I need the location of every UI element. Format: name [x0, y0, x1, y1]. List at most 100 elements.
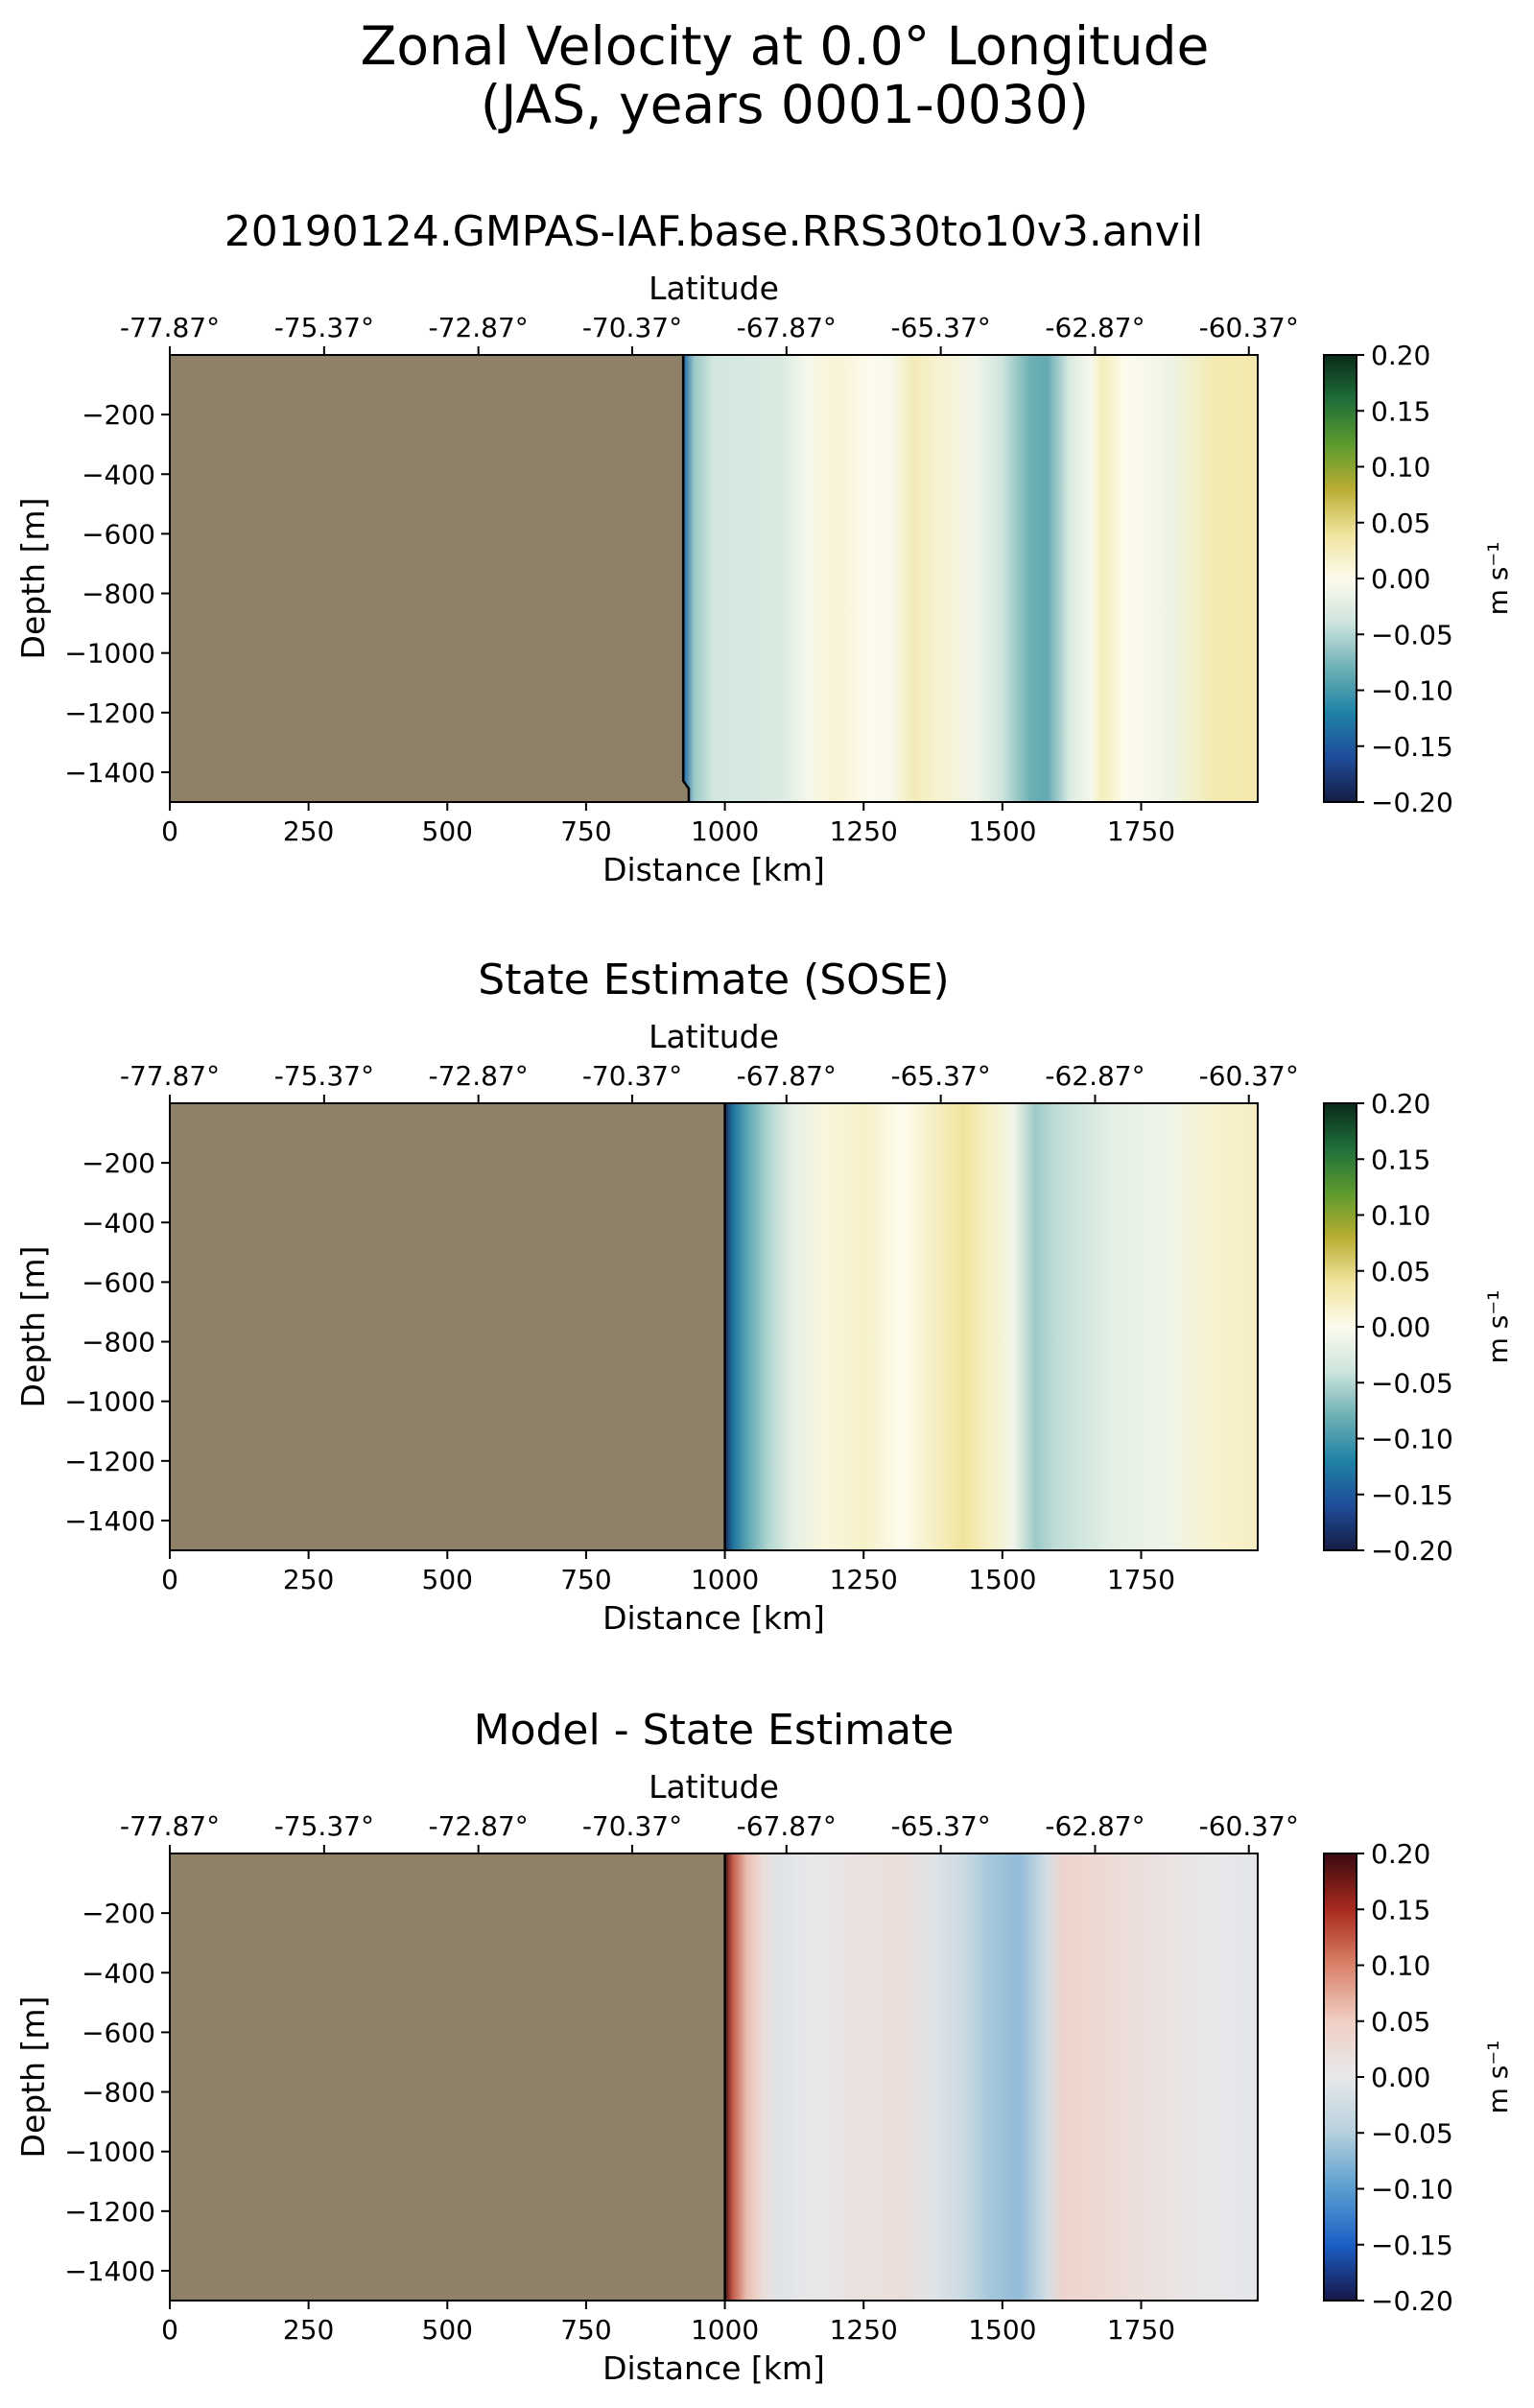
- top-tick-label: -75.37°: [274, 312, 374, 343]
- x-tick-label: 250: [283, 1564, 334, 1595]
- x-tick-label: 250: [283, 2314, 334, 2346]
- top-tick-label: -77.87°: [120, 312, 220, 343]
- figure-subtitle: (JAS, years 0001-0030): [481, 74, 1089, 135]
- top-tick-label: -72.87°: [429, 312, 529, 343]
- colorbar-tick-label: −0.05: [1371, 619, 1453, 650]
- colorbar-tick-label: 0.15: [1371, 1894, 1430, 1925]
- top-tick-label: -62.87°: [1045, 1060, 1145, 1092]
- figure-title: Zonal Velocity at 0.0° Longitude: [361, 15, 1210, 77]
- top-tick-label: -60.37°: [1199, 312, 1299, 343]
- x-tick-label: 1000: [691, 2314, 759, 2346]
- colorbar-tick-label: 0.10: [1371, 1200, 1430, 1232]
- top-tick-label: -65.37°: [891, 1810, 991, 1842]
- top-tick-label: -72.87°: [429, 1060, 529, 1092]
- colorbar-tick-label: 0.00: [1371, 2062, 1430, 2093]
- top-axis-label: Latitude: [649, 1768, 779, 1806]
- colorbar-label: m s⁻¹: [1482, 1290, 1514, 1364]
- colorbar-tick-label: −0.05: [1371, 1367, 1453, 1399]
- colorbar: [1323, 1853, 1357, 2302]
- colorbar-tick-label: 0.00: [1371, 1311, 1430, 1343]
- top-tick-label: -62.87°: [1045, 1810, 1145, 1842]
- y-axis-label: Depth [m]: [14, 1996, 52, 2159]
- colorbar-tick-label: 0.00: [1371, 563, 1430, 595]
- colorbar-tick-label: 0.20: [1371, 1838, 1430, 1870]
- velocity-field: [683, 355, 1258, 802]
- x-tick-label: 1000: [691, 815, 759, 847]
- y-tick-label: −200: [82, 1898, 155, 1929]
- panel-2: State Estimate (SOSE) 0 250 500 750 1000 1250 1…: [14, 956, 1514, 1637]
- land-mask: [170, 1103, 725, 1550]
- x-tick-label: 1250: [830, 2314, 898, 2346]
- top-tick-label: -70.37°: [582, 1060, 682, 1092]
- x-tick-label: 1750: [1107, 1564, 1175, 1595]
- panel-3: Model - State Estimate 0 250 500 750 1000 1250…: [14, 1706, 1514, 2387]
- colorbar-tick-label: −0.20: [1371, 2285, 1453, 2317]
- y-tick-label: −1000: [64, 638, 155, 670]
- y-tick-label: −800: [82, 1327, 155, 1358]
- y-tick-label: −1400: [64, 757, 155, 789]
- top-tick-label: -70.37°: [582, 1810, 682, 1842]
- x-tick-label: 750: [560, 815, 611, 847]
- plot-frame: [169, 1102, 1259, 1551]
- colorbar-tick-label: −0.15: [1371, 1479, 1453, 1511]
- x-tick-label: 500: [422, 815, 473, 847]
- colorbar-tick-label: −0.15: [1371, 2230, 1453, 2261]
- top-tick-label: -62.87°: [1045, 312, 1145, 343]
- velocity-field: [724, 1103, 1258, 1550]
- bathymetry-line: [681, 355, 691, 802]
- y-tick-label: −200: [82, 1147, 155, 1179]
- y-tick-label: −800: [82, 578, 155, 610]
- x-tick-label: 1250: [830, 815, 898, 847]
- x-tick-label: 1500: [968, 1564, 1036, 1595]
- top-axis-label: Latitude: [649, 1018, 779, 1055]
- colorbar-tick-label: 0.20: [1371, 1088, 1430, 1120]
- colorbar-tick-label: −0.15: [1371, 731, 1453, 763]
- x-tick-label: 750: [560, 1564, 611, 1595]
- y-tick-label: −1200: [64, 1446, 155, 1477]
- x-axis-label: Distance [km]: [602, 851, 825, 888]
- colorbar-tick-label: −0.10: [1371, 2174, 1453, 2206]
- x-tick-label: 1500: [968, 2314, 1036, 2346]
- top-tick-label: -77.87°: [120, 1060, 220, 1092]
- y-tick-label: −400: [82, 459, 155, 490]
- colorbar-tick-label: 0.20: [1371, 340, 1430, 371]
- panel-title: Model - State Estimate: [474, 1706, 955, 1755]
- colorbar-tick-label: −0.20: [1371, 787, 1453, 818]
- x-tick-label: 1750: [1107, 815, 1175, 847]
- y-tick-label: −200: [82, 399, 155, 431]
- colorbar-tick-label: 0.15: [1371, 1144, 1430, 1175]
- x-tick-label: 250: [283, 815, 334, 847]
- top-tick-label: -70.37°: [582, 312, 682, 343]
- panels: 20190124.GMPAS-IAF.base.RRS30to10v3.anvi…: [14, 207, 1514, 2387]
- y-axis-label: Depth [m]: [14, 498, 52, 660]
- y-axis-label: Depth [m]: [14, 1246, 52, 1408]
- colorbar-tick-label: 0.05: [1371, 508, 1430, 539]
- panel-title: State Estimate (SOSE): [478, 956, 949, 1004]
- x-tick-label: 0: [161, 2314, 178, 2346]
- y-tick-label: −800: [82, 2077, 155, 2109]
- top-tick-label: -65.37°: [891, 1060, 991, 1092]
- x-tick-label: 500: [422, 2314, 473, 2346]
- y-tick-label: −1000: [64, 2137, 155, 2168]
- colorbar-tick-label: 0.05: [1371, 1256, 1430, 1287]
- top-tick-label: -60.37°: [1199, 1060, 1299, 1092]
- top-axis-label: Latitude: [649, 270, 779, 307]
- y-tick-label: −400: [82, 1957, 155, 1989]
- y-tick-label: −1000: [64, 1386, 155, 1418]
- y-tick-label: −1400: [64, 2255, 155, 2287]
- y-tick-label: −400: [82, 1207, 155, 1239]
- y-tick-label: −1400: [64, 1505, 155, 1537]
- y-tick-label: −600: [82, 2017, 155, 2048]
- colorbar: [1323, 354, 1357, 803]
- panel-1: 20190124.GMPAS-IAF.base.RRS30to10v3.anvi…: [14, 207, 1514, 888]
- x-axis-label: Distance [km]: [602, 2349, 825, 2387]
- y-tick-label: −1200: [64, 2196, 155, 2228]
- plot-frame: [169, 354, 1259, 803]
- velocity-field: [724, 1853, 1258, 2301]
- colorbar-label: m s⁻¹: [1482, 2041, 1514, 2114]
- colorbar: [1323, 1102, 1357, 1551]
- x-tick-label: 1750: [1107, 2314, 1175, 2346]
- colorbar-tick-label: −0.10: [1371, 675, 1453, 707]
- colorbar-tick-label: −0.05: [1371, 2117, 1453, 2149]
